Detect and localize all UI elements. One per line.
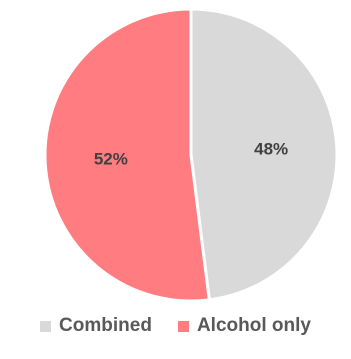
data-label-alcohol-only: 52% [94, 150, 128, 169]
legend-item-combined: Combined [40, 315, 152, 337]
legend: Combined Alcohol only [0, 312, 351, 340]
data-label-combined: 48% [254, 139, 288, 158]
legend-swatch-alcohol-only [178, 321, 189, 332]
legend-item-alcohol-only: Alcohol only [178, 315, 311, 337]
legend-swatch-combined [40, 321, 51, 332]
legend-label-combined: Combined [59, 315, 152, 337]
pie-chart: 48% 52% [0, 0, 351, 310]
legend-label-alcohol-only: Alcohol only [197, 315, 311, 337]
